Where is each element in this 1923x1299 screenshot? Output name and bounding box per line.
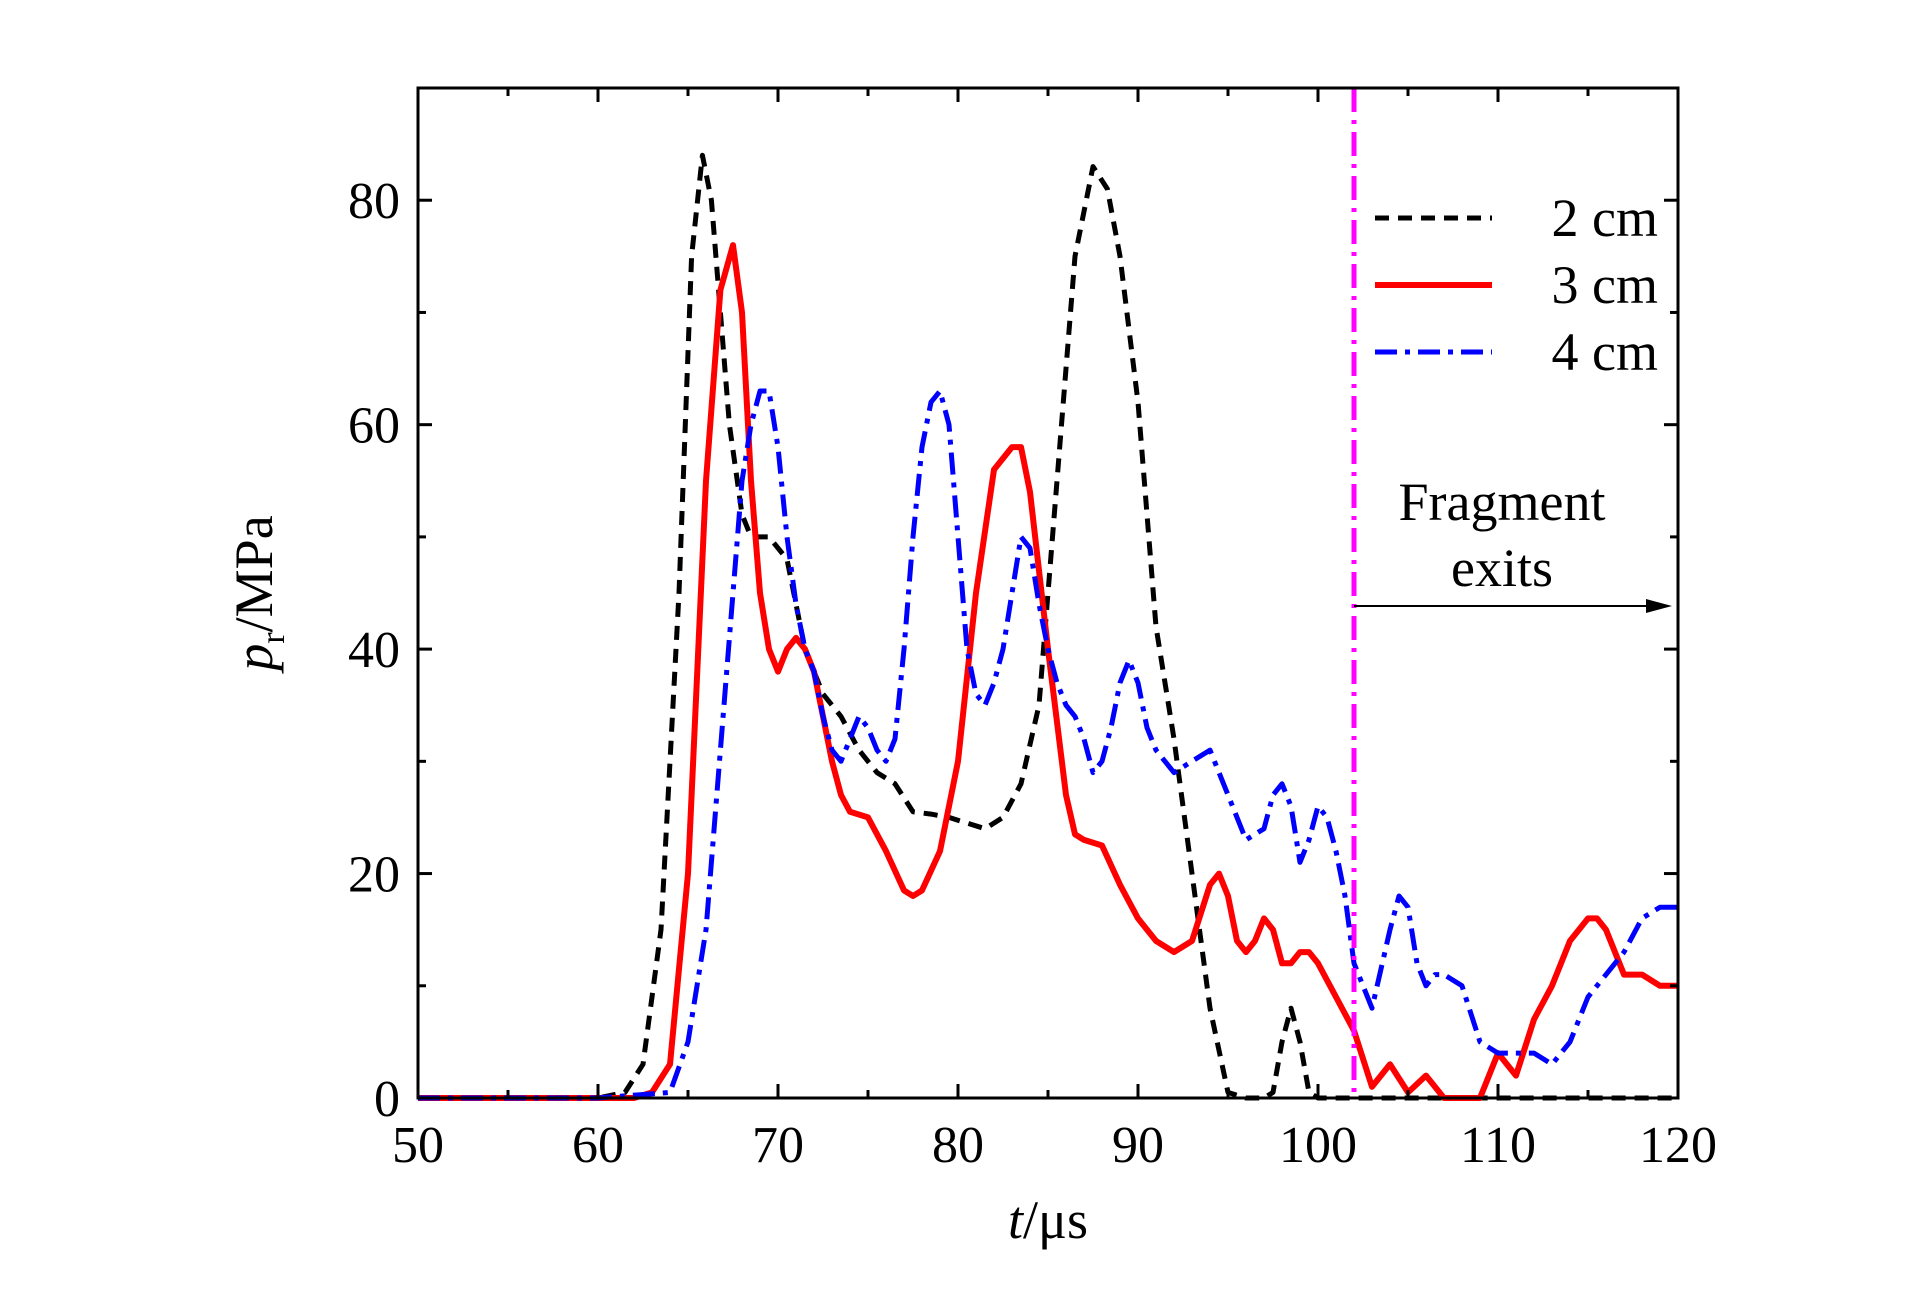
x-tick-label: 90 [1112,1117,1164,1174]
y-tick-label: 40 [348,622,400,679]
annotation-line1: Fragment [1399,472,1606,532]
x-tick-label: 60 [572,1117,624,1174]
axis-ticks: 50 60 70 80 90 100 110 120 0 20 40 60 80 [348,88,1717,1174]
x-tick-label: 120 [1639,1117,1717,1174]
x-tick-label: 50 [392,1117,444,1174]
legend-label: 3 cm [1552,255,1658,315]
y-tick-label: 20 [348,847,400,904]
y-tick-label: 80 [348,173,400,230]
legend: 2 cm 3 cm 4 cm [1375,188,1658,382]
x-axis-title: t/μs [1008,1190,1088,1250]
x-tick-label: 100 [1279,1117,1357,1174]
series-line-4-cm [418,388,1678,1101]
annotation-arrowhead [1646,599,1672,613]
annotation-line2: exits [1451,538,1553,598]
annotation: Fragment exits [1354,472,1672,613]
y-tick-label: 60 [348,398,400,455]
y-axis-title: pr/MPa [224,515,292,674]
legend-label: 4 cm [1552,322,1658,382]
series-line-2-cm [418,152,1678,1101]
y-tick-label: 0 [374,1071,400,1128]
x-tick-label: 80 [932,1117,984,1174]
x-tick-label: 70 [752,1117,804,1174]
legend-label: 2 cm [1552,188,1658,248]
x-tick-label: 110 [1460,1117,1536,1174]
